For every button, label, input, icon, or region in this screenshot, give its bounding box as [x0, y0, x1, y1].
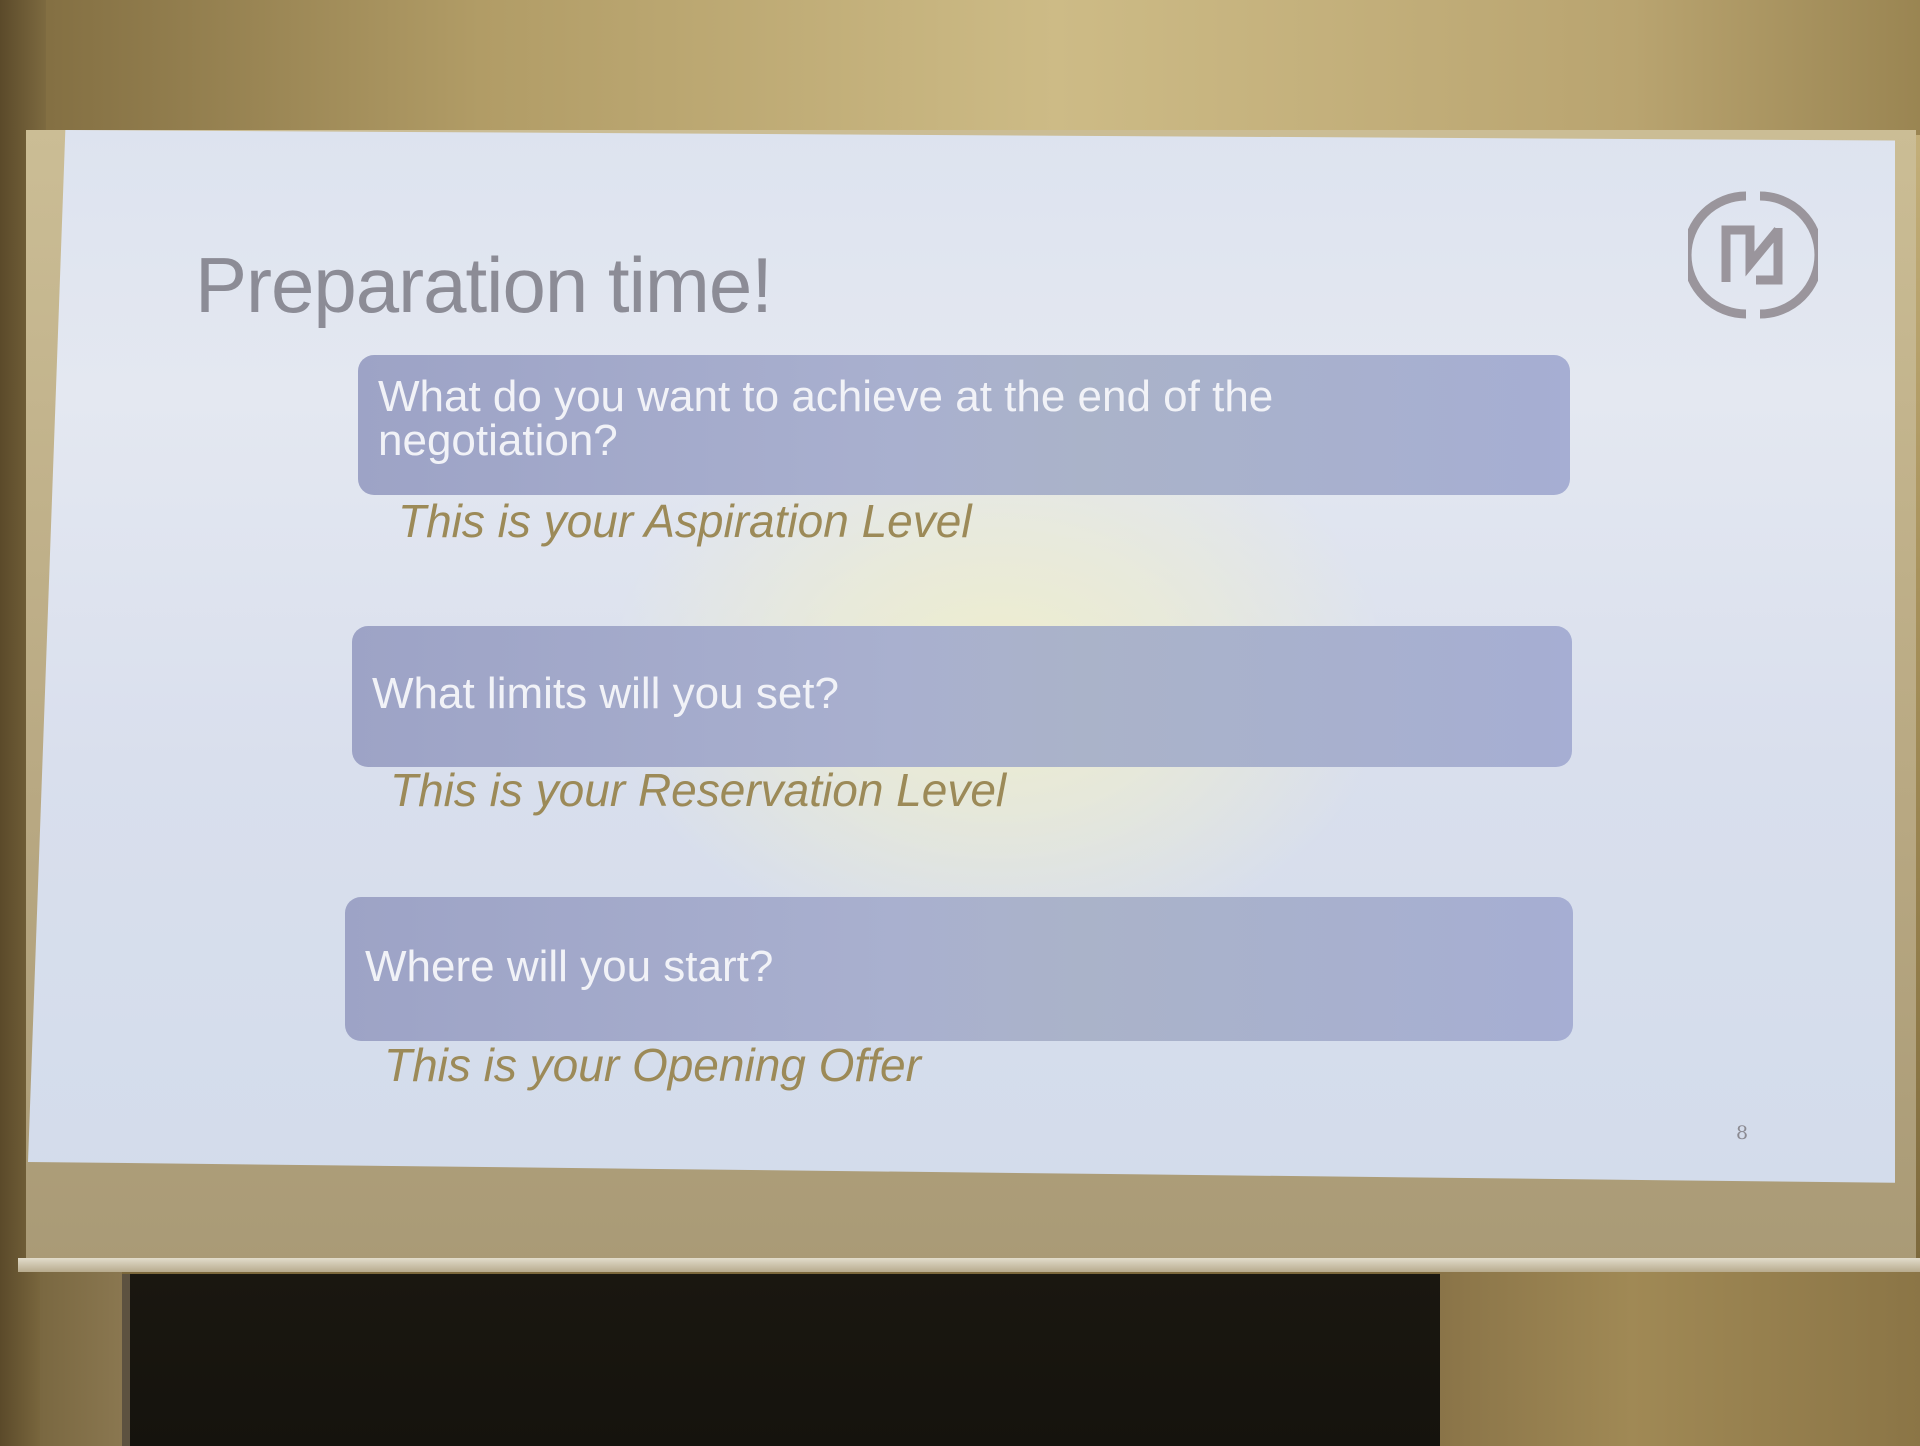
answer-opening-offer: This is your Opening Offer	[384, 1039, 921, 1091]
wall-background	[0, 0, 1920, 135]
blackboard	[122, 1274, 1448, 1446]
question-text: What limits will you set?	[372, 669, 840, 718]
question-box-reservation: What limits will you set?	[352, 626, 1572, 767]
wall-panel-right	[1440, 1272, 1920, 1446]
question-text: What do you want to achieve at the end o…	[378, 372, 1274, 465]
circle-n-logo-icon	[1688, 191, 1818, 319]
slide-page-number: 8	[1736, 1122, 1749, 1144]
question-text: Where will you start?	[365, 942, 774, 991]
answer-aspiration-level: This is your Aspiration Level	[398, 495, 972, 547]
wall-panel-left	[40, 1272, 122, 1446]
answer-reservation-level: This is your Reservation Level	[390, 764, 1007, 816]
screen-bottom-bar	[18, 1258, 1920, 1272]
question-box-opening: Where will you start?	[345, 897, 1573, 1041]
slide-title: Preparation time!	[195, 241, 773, 329]
question-box-aspiration: What do you want to achieve at the end o…	[358, 355, 1570, 495]
